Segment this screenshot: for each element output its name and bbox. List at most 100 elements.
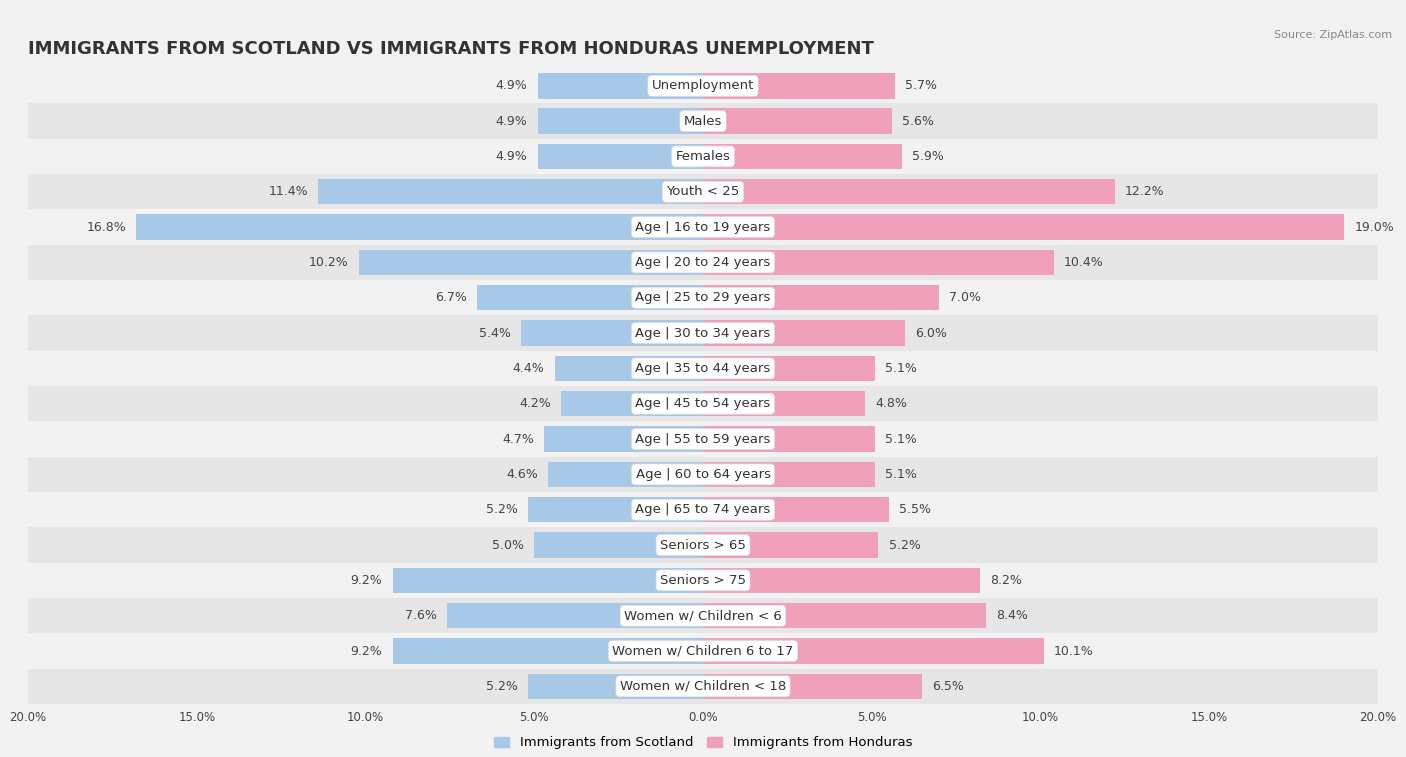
Text: 10.2%: 10.2%: [309, 256, 349, 269]
Text: Women w/ Children < 6: Women w/ Children < 6: [624, 609, 782, 622]
Bar: [359, 250, 703, 275]
Text: Age | 55 to 59 years: Age | 55 to 59 years: [636, 432, 770, 446]
Bar: [703, 497, 889, 522]
Text: 6.5%: 6.5%: [932, 680, 965, 693]
Bar: [703, 638, 1043, 664]
Text: 6.0%: 6.0%: [915, 326, 948, 340]
Text: 4.7%: 4.7%: [502, 432, 534, 446]
Text: 5.7%: 5.7%: [905, 79, 938, 92]
Bar: [28, 68, 1378, 104]
Text: 4.9%: 4.9%: [496, 114, 527, 128]
Bar: [28, 316, 1378, 350]
Text: 6.7%: 6.7%: [434, 291, 467, 304]
Bar: [28, 422, 1378, 456]
Text: Age | 35 to 44 years: Age | 35 to 44 years: [636, 362, 770, 375]
Text: 12.2%: 12.2%: [1125, 185, 1164, 198]
Bar: [703, 391, 865, 416]
Text: 5.4%: 5.4%: [479, 326, 510, 340]
Bar: [537, 144, 703, 169]
Text: 8.4%: 8.4%: [997, 609, 1028, 622]
Text: 5.2%: 5.2%: [485, 503, 517, 516]
Text: Age | 20 to 24 years: Age | 20 to 24 years: [636, 256, 770, 269]
Text: Seniors > 65: Seniors > 65: [659, 538, 747, 552]
Text: 5.1%: 5.1%: [886, 468, 917, 481]
Bar: [28, 456, 1378, 492]
Bar: [703, 426, 875, 452]
Bar: [477, 285, 703, 310]
Bar: [703, 356, 875, 381]
Bar: [703, 568, 980, 593]
Bar: [703, 179, 1115, 204]
Text: 4.9%: 4.9%: [496, 150, 527, 163]
Text: 5.0%: 5.0%: [492, 538, 524, 552]
Bar: [392, 568, 703, 593]
Bar: [703, 532, 879, 558]
Text: 5.5%: 5.5%: [898, 503, 931, 516]
Text: 4.4%: 4.4%: [513, 362, 544, 375]
Text: 5.1%: 5.1%: [886, 432, 917, 446]
Text: 7.0%: 7.0%: [949, 291, 981, 304]
Text: 5.6%: 5.6%: [903, 114, 934, 128]
Text: 5.1%: 5.1%: [886, 362, 917, 375]
Text: Women w/ Children 6 to 17: Women w/ Children 6 to 17: [613, 644, 793, 658]
Text: 9.2%: 9.2%: [350, 574, 382, 587]
Bar: [28, 598, 1378, 634]
Bar: [703, 108, 891, 134]
Text: 11.4%: 11.4%: [269, 185, 308, 198]
Text: Women w/ Children < 18: Women w/ Children < 18: [620, 680, 786, 693]
Bar: [703, 214, 1344, 240]
Legend: Immigrants from Scotland, Immigrants from Honduras: Immigrants from Scotland, Immigrants fro…: [488, 731, 918, 755]
Bar: [527, 497, 703, 522]
Text: Age | 65 to 74 years: Age | 65 to 74 years: [636, 503, 770, 516]
Text: Males: Males: [683, 114, 723, 128]
Text: Age | 16 to 19 years: Age | 16 to 19 years: [636, 220, 770, 234]
Bar: [703, 285, 939, 310]
Bar: [703, 674, 922, 699]
Bar: [534, 532, 703, 558]
Bar: [28, 139, 1378, 174]
Bar: [28, 528, 1378, 562]
Text: 5.9%: 5.9%: [912, 150, 943, 163]
Text: Age | 30 to 34 years: Age | 30 to 34 years: [636, 326, 770, 340]
Bar: [527, 674, 703, 699]
Text: 5.2%: 5.2%: [889, 538, 921, 552]
Bar: [28, 174, 1378, 210]
Text: 19.0%: 19.0%: [1354, 220, 1393, 234]
Bar: [28, 280, 1378, 316]
Text: 4.6%: 4.6%: [506, 468, 537, 481]
Text: 4.8%: 4.8%: [875, 397, 907, 410]
Bar: [703, 73, 896, 98]
Bar: [28, 634, 1378, 668]
Bar: [28, 245, 1378, 280]
Bar: [703, 320, 905, 346]
Text: 8.2%: 8.2%: [990, 574, 1022, 587]
Bar: [28, 492, 1378, 528]
Text: 4.2%: 4.2%: [519, 397, 551, 410]
Bar: [28, 350, 1378, 386]
Bar: [28, 104, 1378, 139]
Text: 10.1%: 10.1%: [1054, 644, 1094, 658]
Text: 7.6%: 7.6%: [405, 609, 436, 622]
Text: IMMIGRANTS FROM SCOTLAND VS IMMIGRANTS FROM HONDURAS UNEMPLOYMENT: IMMIGRANTS FROM SCOTLAND VS IMMIGRANTS F…: [28, 40, 875, 58]
Text: 16.8%: 16.8%: [86, 220, 127, 234]
Bar: [447, 603, 703, 628]
Text: 9.2%: 9.2%: [350, 644, 382, 658]
Text: Unemployment: Unemployment: [652, 79, 754, 92]
Bar: [318, 179, 703, 204]
Bar: [703, 462, 875, 487]
Text: Females: Females: [675, 150, 731, 163]
Bar: [544, 426, 703, 452]
Bar: [537, 108, 703, 134]
Text: 10.4%: 10.4%: [1064, 256, 1104, 269]
Bar: [28, 668, 1378, 704]
Bar: [561, 391, 703, 416]
Text: Age | 25 to 29 years: Age | 25 to 29 years: [636, 291, 770, 304]
Bar: [520, 320, 703, 346]
Text: Youth < 25: Youth < 25: [666, 185, 740, 198]
Bar: [703, 144, 903, 169]
Bar: [554, 356, 703, 381]
Text: 4.9%: 4.9%: [496, 79, 527, 92]
Bar: [28, 386, 1378, 422]
Bar: [136, 214, 703, 240]
Text: Source: ZipAtlas.com: Source: ZipAtlas.com: [1274, 30, 1392, 40]
